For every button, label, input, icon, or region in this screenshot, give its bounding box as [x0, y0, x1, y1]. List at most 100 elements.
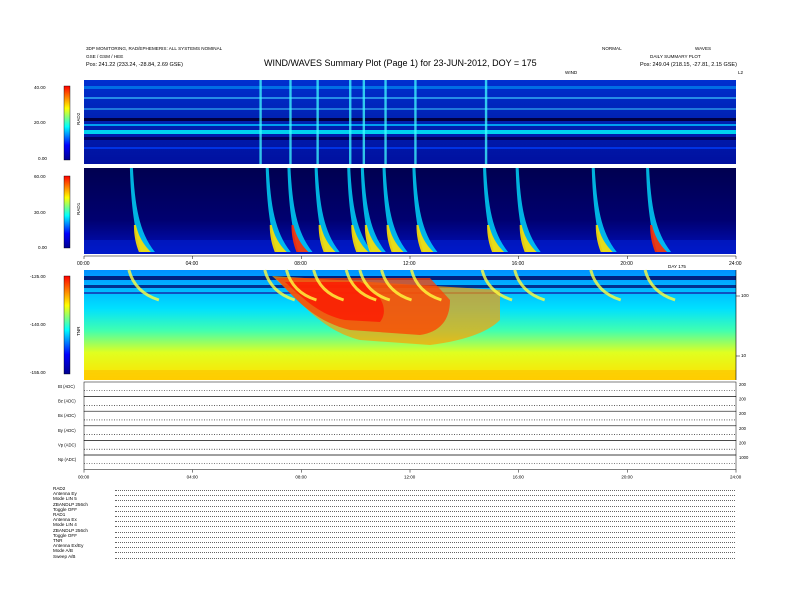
- header-id: WAVES: [695, 46, 712, 51]
- rad1-tick-mid: 30.00: [34, 210, 46, 215]
- stack-time-label-2: 08:00: [295, 475, 307, 480]
- param-line-2: Mode LIN 5: [53, 496, 77, 502]
- time-label-4: 16:00: [512, 261, 525, 267]
- rad1-label: RAD1: [76, 202, 81, 215]
- rad1-tick-bottom: 0.00: [38, 245, 47, 250]
- param-dotted-row-12: [115, 552, 735, 554]
- param-line-9: Toggle OFF: [53, 532, 77, 538]
- header-coords-system: GSE / GSM / HEE: [86, 54, 124, 59]
- param-line-13: Sweep A/B: [53, 553, 76, 559]
- stack-row-label-5: Np (ADC): [58, 457, 77, 462]
- stack-row-label-2: Bx (ADC): [58, 413, 76, 418]
- time-label-0: 00:00: [77, 261, 90, 267]
- param-dotted-row-5: [115, 516, 735, 517]
- tnr-burst-0: [127, 269, 160, 302]
- time-label-6: 24:00: [729, 261, 742, 267]
- stack-row-label-0: Bt (ADC): [58, 384, 75, 389]
- rad2-burst-6: [414, 80, 417, 164]
- rad1-burst-core-3: [318, 225, 336, 252]
- time-label-3: 12:00: [403, 261, 416, 267]
- tnr-burst-3: [312, 269, 345, 302]
- param-line-3: ZBANDLP 256ch: [53, 501, 88, 507]
- rad2-burst-3: [349, 80, 352, 164]
- stack-row-right-4: 200: [739, 440, 747, 445]
- rad2-colorbar: [63, 85, 71, 161]
- time-axis-label: DAY 175: [668, 264, 686, 269]
- param-line-7: Mode LIN 4: [53, 522, 77, 528]
- param-dotted-row-11: [115, 547, 735, 549]
- rad2-burst-0: [259, 80, 262, 164]
- tnr-burst-10: [589, 269, 622, 302]
- tnr-burst-1: [263, 269, 296, 302]
- stack-time-label-6: 24:00: [730, 475, 742, 480]
- stack-time-label-0: 00:00: [78, 475, 90, 480]
- tnr-burst-4: [344, 269, 377, 302]
- param-line-4: Toggle OFF: [53, 506, 77, 512]
- tnr-right-tick-100: 100: [741, 293, 749, 298]
- time-axis: 00:00 04:00 08:00 12:00 16:00 20:00 24:00: [77, 256, 742, 267]
- param-line-8: ZBANDLP 256ch: [53, 527, 88, 533]
- instrument-parameters: RAD2 Antenna Ey Mode LIN 5 ZBANDLP 256ch Tog…: [53, 486, 113, 559]
- rad1-burst-core-8: [487, 225, 505, 252]
- stack-row-label-3: By (ADC): [58, 428, 76, 433]
- header-spacecraft: WIND: [565, 70, 578, 75]
- stack-row-right-3: 200: [739, 426, 747, 431]
- stack-time-label-5: 20:00: [621, 475, 633, 480]
- rad1-burst-core-6: [386, 225, 404, 252]
- tnr-burst-11: [643, 269, 676, 302]
- tnr-right-tick-10: 10: [741, 353, 747, 358]
- rad2-burst-4: [362, 80, 366, 164]
- header-status-left: 3DP MONITORING, RAD/EPHEMERIS: ALL SYSTE…: [86, 46, 223, 51]
- tnr-spectrogram: [84, 270, 736, 380]
- rad1-colorbar: [63, 175, 71, 249]
- param-line-10: TNR: [53, 538, 63, 544]
- rad1-burst-core-9: [519, 225, 537, 252]
- tnr-burst-7: [409, 269, 442, 302]
- header-summary-type: DAILY SUMMARY PLOT: [650, 54, 701, 59]
- rad1-tick-top: 60.00: [34, 174, 46, 179]
- time-label-2: 08:00: [294, 261, 307, 267]
- stack-time-label-3: 12:00: [404, 475, 416, 480]
- tnr-tick-bottom: -155.00: [30, 370, 46, 375]
- param-dotted-row-3: [115, 505, 735, 507]
- header-position-left: Pos: 241.22 (233.24, -28.84, 2.69 GSE): [86, 62, 183, 68]
- stack-row-right-0: 200: [739, 382, 747, 387]
- param-dotted-row-6: [115, 521, 735, 523]
- tnr-tick-top: -125.00: [30, 274, 46, 279]
- rad2-burst-7: [484, 80, 488, 164]
- param-dotted-row-7: [115, 526, 735, 528]
- page-title: WIND/WAVES Summary Plot (Page 1) for 23-…: [264, 58, 537, 68]
- param-line-0: RAD2: [53, 486, 66, 491]
- rad2-tick-bottom: 0.00: [38, 156, 47, 161]
- tnr-colorbar: [63, 275, 71, 375]
- stack-row-label-4: Vp (ADC): [58, 442, 77, 447]
- rad2-label: RAD2: [76, 112, 81, 125]
- param-dotted-row-4: [115, 510, 735, 512]
- param-dotted-row-2: [115, 500, 735, 502]
- stack-row-frame-3: [83, 425, 737, 441]
- rad2-tick-top: 40.00: [34, 85, 46, 90]
- tnr-bursts: [127, 269, 676, 302]
- rad1-burst-core-0: [133, 225, 151, 252]
- rad2-tick-mid: 20.00: [34, 120, 46, 125]
- tnr-burst-5: [358, 269, 391, 302]
- param-dotted-row-8: [115, 531, 735, 533]
- rad2-bursts: [259, 80, 488, 164]
- rad1-burst-core-1: [269, 225, 287, 252]
- rad1-spectrogram: [84, 168, 736, 254]
- rad1-burst-core-10: [595, 225, 613, 252]
- stack-row-right-2: 200: [739, 411, 747, 416]
- param-dotted-row-9: [115, 536, 735, 538]
- rad2-burst-5: [384, 80, 387, 164]
- param-dotted-row-13: [115, 557, 735, 559]
- stack-time-label-4: 16:00: [513, 475, 525, 480]
- rad1-burst-core-2: [291, 225, 309, 252]
- tnr-tick-mid: -140.00: [30, 322, 46, 327]
- stack-time-label-1: 04:00: [187, 475, 199, 480]
- param-line-6: Antenna Ex: [53, 517, 77, 523]
- rad2-burst-1: [289, 80, 292, 164]
- time-label-5: 20:00: [620, 261, 633, 267]
- stack-time-axis: 00:00 04:00 08:00 12:00 16:00 20:00 24:00: [78, 469, 742, 480]
- param-line-11: Antenna Ex/Ey: [53, 543, 84, 549]
- rad1-burst-core-11: [650, 225, 668, 252]
